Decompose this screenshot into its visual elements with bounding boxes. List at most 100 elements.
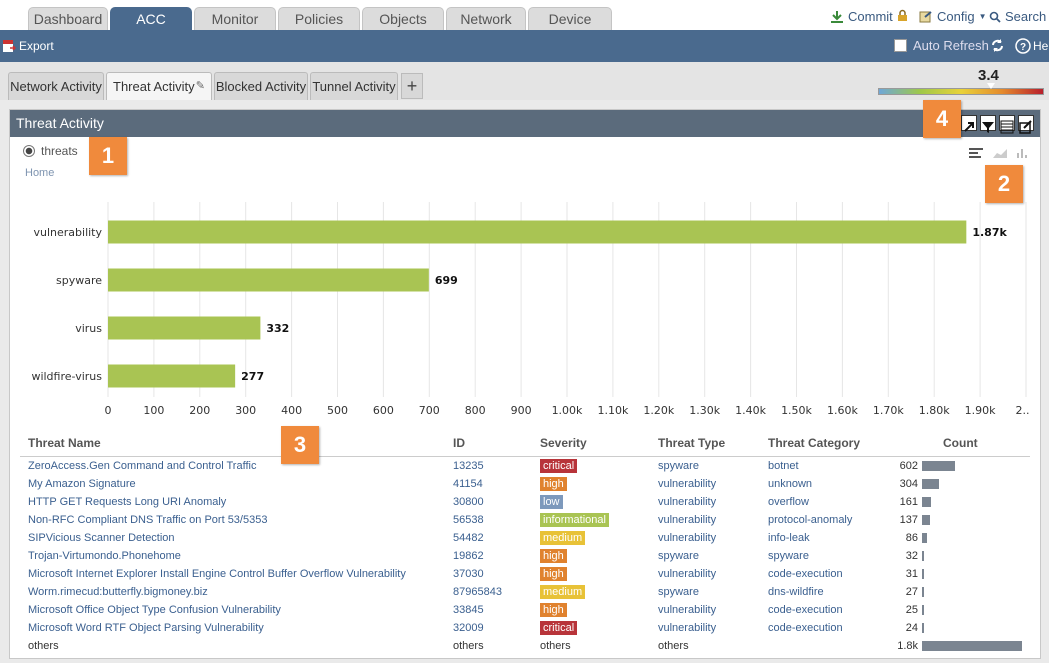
tab-device[interactable]: Device (528, 7, 612, 30)
threat-type-cell[interactable]: vulnerability (658, 604, 717, 616)
tab-dashboard[interactable]: Dashboard (28, 7, 108, 30)
threat-type-cell[interactable]: vulnerability (658, 622, 717, 634)
count-value-cell: 161 (899, 496, 918, 508)
subtab-threat-activity[interactable]: Threat Activity ✎ (106, 72, 212, 100)
table-row[interactable]: Microsoft Office Object Type Confusion V… (20, 601, 1030, 619)
table-row[interactable]: Worm.rimecud:butterfly.bigmoney.biz 87965… (20, 583, 1030, 601)
area-chart-icon[interactable] (992, 147, 1008, 159)
table-row[interactable]: Non-RFC Compliant DNS Traffic on Port 53… (20, 511, 1030, 529)
threat-category-cell[interactable]: botnet (768, 460, 799, 472)
x-tick-label: 300 (235, 404, 256, 417)
col-header-severity[interactable]: Severity (540, 436, 587, 450)
threat-type-cell[interactable]: vulnerability (658, 532, 717, 544)
threat-id-cell[interactable]: 30800 (453, 496, 484, 508)
threat-type-cell[interactable]: spyware (658, 586, 699, 598)
threat-type-cell[interactable]: vulnerability (658, 478, 717, 490)
subtab-blocked-activity[interactable]: Blocked Activity (214, 72, 308, 100)
tab-network[interactable]: Network (446, 7, 526, 30)
commit-button[interactable]: Commit (830, 9, 893, 24)
threat-category-cell[interactable]: code-execution (768, 622, 843, 634)
breadcrumb-home[interactable]: Home (25, 167, 55, 179)
threat-category-cell[interactable]: info-leak (768, 532, 810, 544)
threat-id-cell[interactable]: 13235 (453, 460, 484, 472)
bar[interactable] (108, 220, 967, 244)
column-chart-icon[interactable] (1016, 147, 1028, 159)
threat-name-cell[interactable]: My Amazon Signature (28, 478, 136, 490)
col-header-threat-name[interactable]: Threat Name (28, 436, 101, 450)
table-row[interactable]: others others others others 1.8k (20, 637, 1030, 655)
threat-id-cell[interactable]: 37030 (453, 568, 484, 580)
chevron-down-icon: ▼ (978, 12, 987, 21)
threat-id-cell[interactable]: 32009 (453, 622, 484, 634)
jump-to-logs-icon[interactable] (961, 115, 977, 132)
threat-id-cell[interactable]: 54482 (453, 532, 484, 544)
threat-category-cell[interactable]: unknown (768, 478, 813, 490)
lock-button[interactable] (896, 9, 909, 22)
help-button[interactable]: ? Help (1015, 38, 1049, 54)
add-tab-button[interactable]: + (401, 73, 423, 99)
x-tick-label: 1.70k (873, 404, 904, 417)
threat-type-cell[interactable]: spyware (658, 550, 699, 562)
svg-text:?: ? (1020, 42, 1026, 53)
bar[interactable] (108, 316, 261, 340)
col-header-threat-type[interactable]: Threat Type (658, 436, 726, 450)
edit-pencil-icon[interactable]: ✎ (195, 80, 205, 92)
bar[interactable] (108, 268, 429, 292)
threat-id-cell[interactable]: 19862 (453, 550, 484, 562)
auto-refresh-toggle[interactable]: Auto Refresh (894, 38, 989, 53)
threat-type-cell[interactable]: vulnerability (658, 514, 717, 526)
threat-category-cell[interactable]: overflow (768, 496, 809, 508)
threat-type-cell[interactable]: vulnerability (658, 568, 717, 580)
subtab-tunnel-activity[interactable]: Tunnel Activity (310, 72, 398, 100)
export-button[interactable]: Export (2, 39, 54, 53)
table-row[interactable]: HTTP GET Requests Long URI Anomaly 30800 l… (20, 493, 1030, 511)
threat-id-cell[interactable]: 87965843 (453, 586, 502, 598)
threat-category-cell[interactable]: code-execution (768, 604, 843, 616)
table-row[interactable]: Microsoft Internet Explorer Install Engi… (20, 565, 1030, 583)
threat-name-cell[interactable]: ZeroAccess.Gen Command and Control Traff… (28, 460, 257, 472)
table-view-icon[interactable] (999, 115, 1015, 134)
tab-policies[interactable]: Policies (278, 7, 360, 30)
table-row[interactable]: Trojan-Virtumondo.Phonehome 19862 high spyw… (20, 547, 1030, 565)
table-row[interactable]: My Amazon Signature 41154 high vulnerabilit… (20, 475, 1030, 493)
threat-name-cell[interactable]: Non-RFC Compliant DNS Traffic on Port 53… (28, 514, 268, 526)
threat-category-cell[interactable]: protocol-anomaly (768, 514, 853, 526)
auto-refresh-checkbox[interactable] (894, 39, 907, 52)
refresh-button[interactable] (990, 38, 1005, 56)
col-header-threat-category[interactable]: Threat Category (768, 436, 861, 450)
export-widget-icon[interactable] (1018, 115, 1034, 134)
threats-radio-label: threats (41, 144, 78, 158)
search-button[interactable]: Search (989, 9, 1046, 24)
threat-category-cell[interactable]: dns-wildfire (768, 586, 824, 598)
threat-name-cell[interactable]: Worm.rimecud:butterfly.bigmoney.biz (28, 586, 208, 598)
table-row[interactable]: Microsoft Word RTF Object Parsing Vulner… (20, 619, 1030, 637)
tab-monitor[interactable]: Monitor (194, 7, 276, 30)
threat-name-cell[interactable]: Microsoft Word RTF Object Parsing Vulner… (28, 622, 264, 634)
table-row[interactable]: SIPVicious Scanner Detection 54482 medium v… (20, 529, 1030, 547)
config-menu[interactable]: Config ▼ (919, 9, 987, 24)
count-bar (922, 605, 924, 615)
col-header-count[interactable]: Count (943, 436, 978, 450)
subtab-network-activity[interactable]: Network Activity (8, 72, 104, 100)
threats-radio-option[interactable]: threats (23, 144, 78, 158)
threat-name-cell[interactable]: Trojan-Virtumondo.Phonehome (28, 550, 181, 562)
tab-objects[interactable]: Objects (362, 7, 444, 30)
threat-id-cell[interactable]: 41154 (453, 478, 483, 490)
col-header-id[interactable]: ID (453, 436, 465, 450)
bar[interactable] (108, 364, 236, 388)
horizontal-bar-chart-icon[interactable] (968, 147, 984, 159)
threat-name-cell[interactable]: SIPVicious Scanner Detection (28, 532, 175, 544)
filter-icon[interactable] (980, 115, 996, 133)
threat-category-cell[interactable]: code-execution (768, 568, 843, 580)
table-row[interactable]: ZeroAccess.Gen Command and Control Traff… (20, 457, 1030, 475)
threat-category-cell[interactable]: spyware (768, 550, 809, 562)
threat-id-cell[interactable]: 56538 (453, 514, 484, 526)
threat-type-cell[interactable]: spyware (658, 460, 699, 472)
threat-id-cell[interactable]: 33845 (453, 604, 484, 616)
threat-type-cell[interactable]: vulnerability (658, 496, 717, 508)
threat-name-cell[interactable]: HTTP GET Requests Long URI Anomaly (28, 496, 227, 508)
threat-name-cell[interactable]: Microsoft Office Object Type Confusion V… (28, 604, 281, 616)
radio-selected-icon[interactable] (23, 145, 35, 157)
tab-acc[interactable]: ACC (110, 7, 192, 30)
threat-name-cell[interactable]: Microsoft Internet Explorer Install Engi… (28, 568, 406, 580)
